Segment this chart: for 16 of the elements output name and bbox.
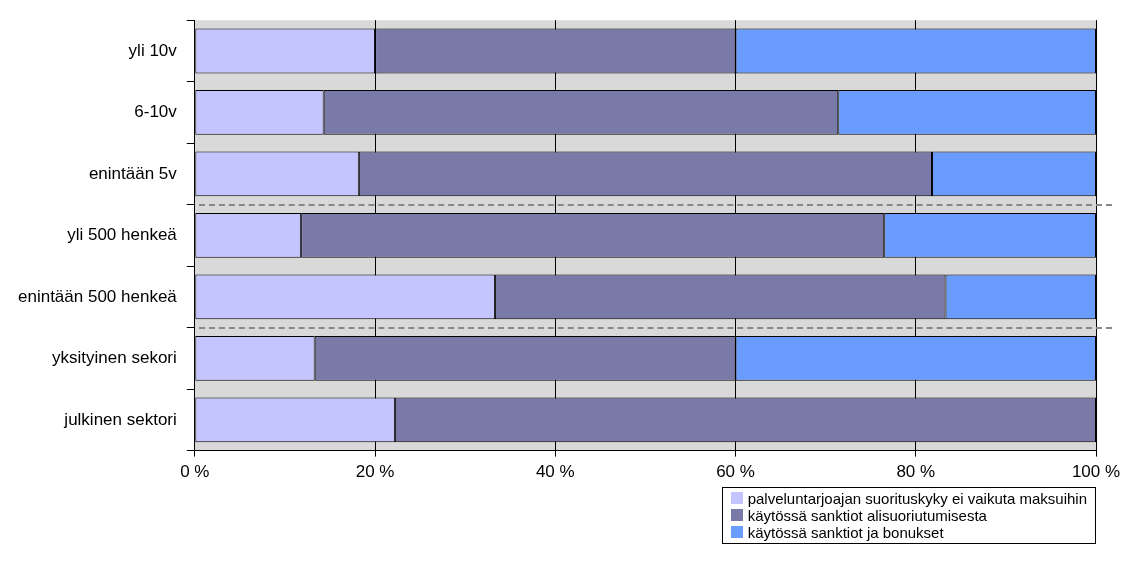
y-tick-label: enintään 5v (88, 163, 178, 183)
x-tick-label: 60 % (716, 462, 755, 482)
y-tick-label: enintään 500 henkeä (18, 286, 178, 306)
legend-label: käytössä sanktiot alisuoriutumisesta (747, 506, 987, 524)
legend-label: käytössä sanktiot ja bonukset (747, 523, 944, 541)
x-tick-label: 40 % (535, 462, 575, 482)
y-tick-label: yksityinen sekori (52, 348, 177, 368)
x-tick-label: 100 % (1071, 462, 1121, 482)
y-tick-label: yli 500 henkeä (67, 225, 178, 245)
x-tick-label: 80 % (896, 462, 936, 482)
y-tick-label: 6-10v (134, 102, 178, 122)
x-tick-label: 20 % (355, 462, 395, 482)
x-tick-label: 0 % (180, 462, 210, 482)
y-tick-label: julkinen sektori (63, 409, 177, 429)
legend-label: palveluntarjoajan suorituskyky ei vaikuta maksuihin (747, 489, 1087, 507)
y-tick-label: yli 10v (128, 40, 178, 60)
